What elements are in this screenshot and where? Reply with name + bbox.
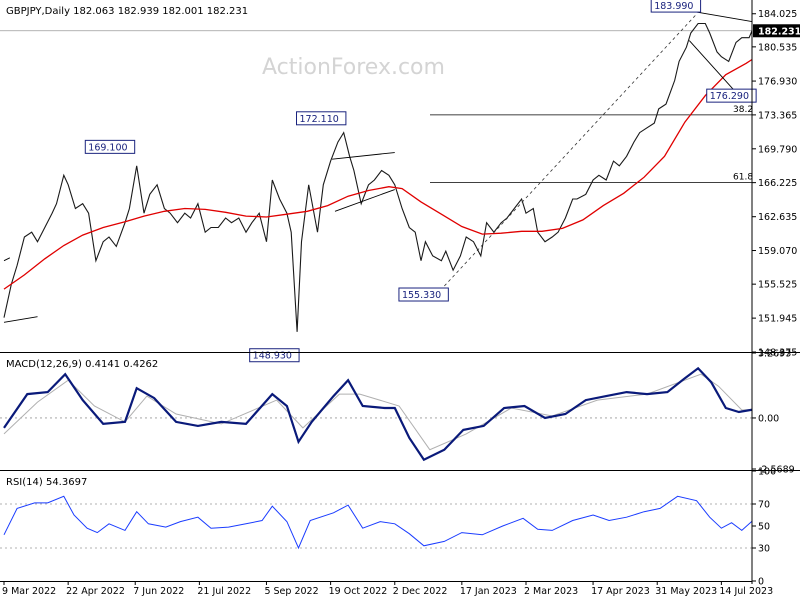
last-price-label: 182.231 [758, 26, 800, 37]
y-tick-label: 151.945 [758, 314, 797, 325]
channel-line-upper [332, 152, 395, 160]
x-tick-label: 17 Jan 2023 [460, 586, 517, 597]
rsi-legend: RSI(14) 54.3697 [6, 477, 87, 488]
price-annotation-box [84, 139, 136, 154]
price-annotation-label: 183.990 [654, 1, 693, 12]
x-tick-label: 5 Sep 2022 [264, 586, 318, 597]
triangle-line-lower [688, 40, 740, 96]
y-tick-label: 159.070 [758, 246, 797, 257]
channel-line-left [3, 257, 11, 262]
x-tick-label: 9 Mar 2022 [2, 586, 56, 597]
y-tick-label: 148.375 [758, 348, 797, 359]
last-price-badge [753, 24, 800, 38]
price-annotation-box [398, 287, 449, 302]
y-tick-label: 3.2693 [758, 349, 791, 360]
y-tick-label: 176.930 [758, 77, 797, 88]
y-tick-label: 100 [758, 467, 776, 478]
x-tick-label: 2 Mar 2023 [524, 586, 578, 597]
price-annotation-box [706, 88, 757, 103]
y-tick-label: 30 [758, 544, 770, 555]
y-tick-label: 0 [758, 577, 764, 588]
macd-panel: MACD(12,26,9) 0.4141 0.4262 [0, 359, 752, 462]
x-tick-label: 31 May 2023 [655, 586, 717, 597]
watermark: ActionForex.com [262, 55, 445, 80]
x-tick-label: 14 Jul 2023 [719, 586, 773, 597]
y-tick-label: 70 [758, 500, 770, 511]
price-annotation-label: 176.290 [710, 91, 749, 102]
macd-line [3, 366, 752, 462]
price-panel: 38.2 61.8 169.100 172.110 148.930 155.330 183… [0, 0, 757, 363]
y-tick-label: 162.635 [758, 212, 797, 223]
y-tick-label: -2.5689 [758, 465, 795, 476]
y-tick-label: 50 [758, 522, 770, 533]
fib-level-label: 38.2 [733, 105, 753, 115]
price-annotation-label: 148.930 [253, 351, 292, 362]
trend-line-dashed [444, 13, 697, 287]
price-legend: GBPJPY,Daily 182.063 182.939 182.001 182… [6, 6, 248, 17]
price-annotation-box [249, 348, 300, 363]
price-annotation-label: 172.110 [300, 114, 339, 125]
price-annotation-box [296, 111, 347, 126]
y-tick-label: 173.365 [758, 110, 797, 121]
macd-signal-line [3, 373, 752, 451]
fib-level-label: 61.8 [733, 173, 753, 183]
price-series-line [3, 22, 752, 332]
axes: 184.025 180.535 176.930 173.365 169.790 166.2… [0, 0, 800, 588]
channel-line-left [3, 316, 38, 323]
moving-average-line [3, 58, 752, 290]
price-annotation-box [650, 0, 702, 13]
x-tick-label: 17 Apr 2023 [591, 586, 650, 597]
y-tick-label: 169.790 [758, 144, 797, 155]
macd-legend: MACD(12,26,9) 0.4141 0.4262 [6, 359, 158, 370]
x-tick-label: 21 Jul 2022 [197, 586, 251, 597]
y-tick-label: 180.535 [758, 42, 797, 53]
y-tick-label: 0.00 [758, 413, 779, 424]
y-tick-label: 184.025 [758, 9, 797, 20]
channel-line-lower [334, 189, 395, 212]
y-tick-label: 155.525 [758, 280, 797, 291]
rsi-line [3, 495, 752, 550]
rsi-panel: RSI(14) 54.3697 [0, 477, 752, 550]
y-tick-label: 166.225 [758, 178, 797, 189]
x-tick-label: 19 Oct 2022 [329, 586, 388, 597]
price-annotation-label: 169.100 [88, 142, 127, 153]
price-annotation-label: 155.330 [402, 290, 441, 301]
triangle-line-upper [696, 11, 752, 23]
x-tick-label: 22 Apr 2022 [66, 586, 125, 597]
x-tick-label: 7 Jun 2022 [133, 586, 184, 597]
x-tick-label: 2 Dec 2022 [393, 586, 448, 597]
x-axis: 9 Mar 2022 22 Apr 2022 7 Jun 2022 21 Jul 20… [2, 581, 773, 597]
